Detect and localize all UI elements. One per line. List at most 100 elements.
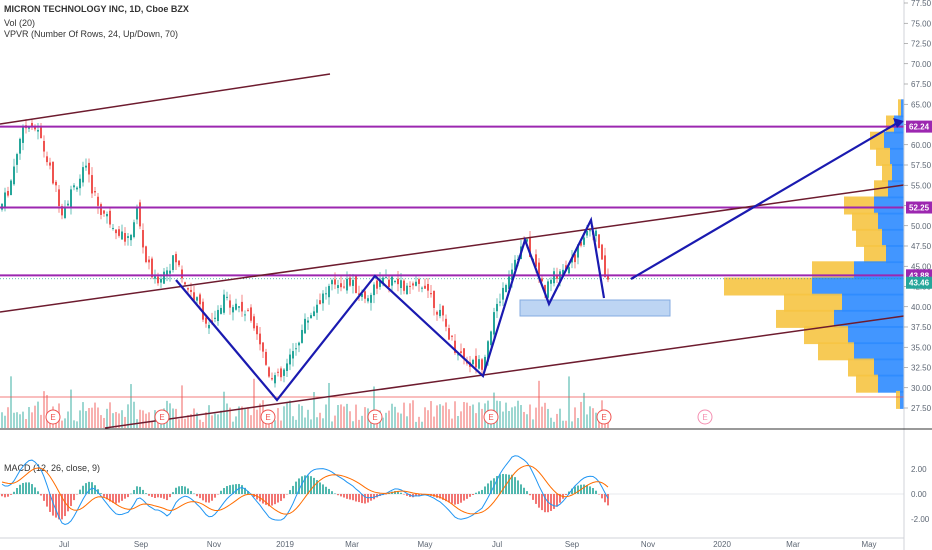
macd-histogram-bar [193,493,195,495]
volume-bar [67,411,69,428]
price-tag-label: 43.46 [909,279,930,288]
volume-bar [334,415,336,428]
macd-histogram-bar [199,494,201,499]
channel-top-line [0,73,331,125]
candle-body [442,305,444,316]
candle-body [574,254,576,263]
vpvr-row-down [848,358,874,377]
macd-histogram-bar [154,494,156,499]
volume-bar [169,403,171,428]
candle-body [97,196,99,206]
volume-bar [184,418,186,428]
volume-bar [277,408,279,428]
macd-histogram-bar [355,494,357,502]
vpvr-indicator-label[interactable]: VPVR (Number Of Rows, 24, Up/Down, 70) [4,29,179,39]
volume-bar [235,416,237,428]
earnings-marker-label: E [488,413,493,422]
candle-body [562,269,564,276]
candle-body [382,277,384,284]
candle-body [94,191,96,193]
volume-bar [349,411,351,428]
macd-histogram-bar [112,494,114,503]
macd-histogram-bar [40,494,42,496]
volume-bar [79,410,81,428]
volume-bar [190,414,192,428]
macd-histogram-bar [1,494,3,497]
macd-histogram-bar [73,494,75,501]
candle-body [490,331,492,346]
volume-bar [16,412,18,428]
candle-body [412,283,414,286]
macd-histogram-bar [28,482,30,494]
macd-histogram-bar [418,494,420,497]
volume-bar [121,410,123,428]
macd-histogram-bar [439,494,441,499]
volume-bar [340,404,342,428]
volume-bar [118,413,120,428]
macd-histogram-bar [457,494,459,505]
volume-bar [415,421,417,428]
candle-body [370,294,372,303]
macd-histogram-bar [481,489,483,494]
support-zone [519,299,671,317]
volume-bar [187,415,189,428]
candle-body [223,294,225,313]
earnings-marker-label: E [159,413,164,422]
candle-body [103,210,105,214]
volume-bar [502,411,504,428]
vpvr-row-down [864,245,886,264]
candle-body [316,304,318,313]
macd-histogram-bar [241,485,243,494]
volume-bar [241,406,243,428]
vpvr-row-down [818,342,854,361]
volume-bar [82,402,84,428]
volume-bar [43,391,45,428]
macd-histogram-bar [397,491,399,494]
candle-body [256,325,258,335]
volume-bar [289,400,291,428]
candle-body [421,287,423,289]
candle-body [46,156,48,163]
macd-histogram-bar [235,484,237,494]
macd-histogram-bar [592,488,594,494]
volume-bar [97,407,99,428]
macd-histogram-bar [394,490,396,494]
macd-histogram-bar [286,494,288,495]
vpvr-row-down [812,261,854,280]
candle-body [457,354,459,356]
candle-body [214,317,216,319]
macd-histogram-bar [106,494,108,500]
candle-body [553,271,555,284]
candle-body [148,259,150,263]
pattern-zigzag [175,216,606,402]
volume-bar [64,418,66,428]
macd-histogram-bar [535,494,537,504]
macd-histogram-bar [277,494,279,503]
macd-histogram-bar [205,494,207,503]
volume-bar [562,420,564,428]
candle-body [190,289,192,292]
candle-body [394,281,396,283]
volume-bar [445,402,447,428]
price-tag [906,201,932,214]
volume-bar [358,419,360,428]
volume-bar [499,401,501,428]
macd-histogram-bar [343,494,345,498]
candle-body [598,234,600,249]
candle-body [229,300,231,308]
volume-bar [460,411,462,428]
volume-bar [475,413,477,428]
volume-indicator-label[interactable]: Vol (20) [4,18,36,28]
volume-bar [553,421,555,428]
macd-histogram-bar [322,484,324,494]
candle-body [583,237,585,245]
macd-histogram-bar [373,494,375,500]
candle-body [64,206,66,218]
volume-bar [247,407,249,428]
candle-body [508,276,510,289]
volume-bar [412,400,414,428]
macd-indicator-label[interactable]: MACD (12, 26, close, 9) [4,463,101,473]
volume-bar [304,417,306,428]
